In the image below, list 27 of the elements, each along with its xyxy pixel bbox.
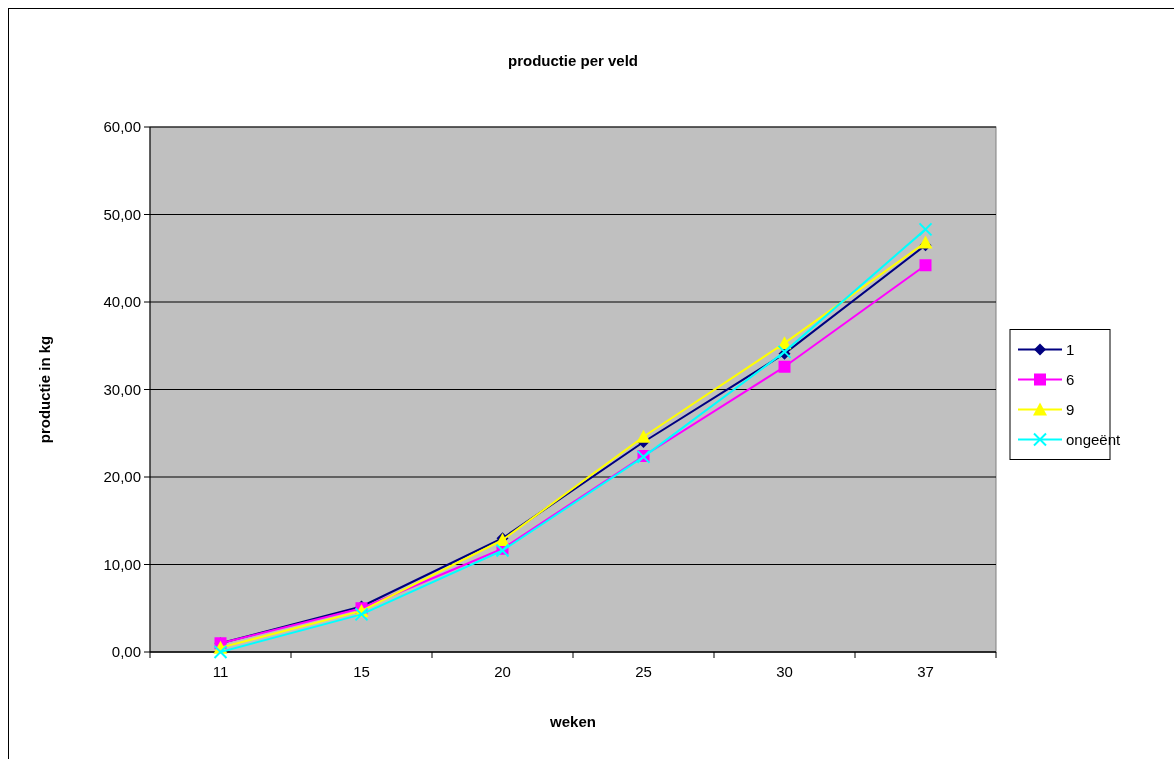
- legend-label: 6: [1066, 370, 1075, 388]
- x-tick-label: 25: [635, 663, 652, 680]
- legend-label: 1: [1066, 340, 1075, 358]
- y-tick-label: 50,00: [103, 205, 141, 223]
- y-tick-label: 60,00: [103, 118, 141, 136]
- point: [918, 235, 933, 249]
- point: [778, 360, 791, 373]
- point: [919, 259, 932, 272]
- x-tick-label: 11: [212, 663, 229, 680]
- legend-label: 9: [1066, 400, 1075, 418]
- y-tick-label: 30,00: [103, 380, 141, 398]
- y-tick-label: 40,00: [103, 293, 141, 311]
- point: [918, 222, 933, 237]
- point: [354, 607, 369, 622]
- legend-label: ongeënt: [1066, 430, 1122, 448]
- y-tick-label: 0,00: [111, 643, 141, 661]
- chart-title: productie per veld: [507, 52, 639, 69]
- x-tick-label: 15: [353, 663, 370, 680]
- x-axis-title: weken: [549, 713, 596, 730]
- x-tick-label: 30: [776, 663, 793, 680]
- y-tick-label: 20,00: [103, 468, 141, 486]
- x-tick-label: 20: [494, 663, 511, 680]
- y-axis-title: productie in kg: [36, 335, 53, 444]
- point: [636, 429, 651, 443]
- x-tick-label: 37: [917, 663, 934, 680]
- y-tick-label: 10,00: [103, 555, 141, 573]
- point: [213, 645, 228, 659]
